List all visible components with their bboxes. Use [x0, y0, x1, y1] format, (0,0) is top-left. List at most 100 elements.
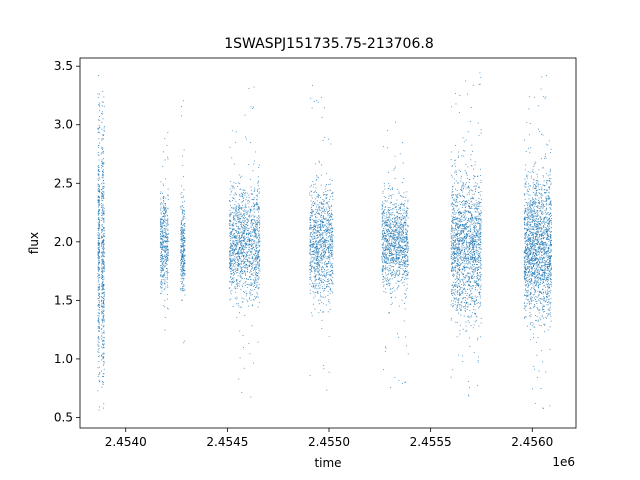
data-point	[181, 209, 183, 211]
data-point	[161, 282, 163, 284]
data-point	[160, 275, 162, 277]
data-point	[254, 295, 256, 297]
data-point	[183, 244, 184, 246]
data-point	[101, 288, 103, 290]
data-point	[103, 264, 105, 266]
data-point	[395, 274, 397, 275]
data-point	[395, 273, 397, 275]
data-point	[473, 285, 474, 287]
data-point	[162, 240, 164, 242]
data-point	[245, 266, 247, 268]
data-point	[399, 210, 401, 211]
data-point	[385, 235, 387, 237]
data-point	[162, 244, 164, 245]
data-point	[164, 252, 166, 253]
data-point	[102, 246, 104, 248]
data-point	[398, 231, 400, 233]
data-point	[240, 214, 242, 215]
data-point	[331, 219, 333, 220]
data-point	[240, 207, 242, 209]
data-point	[399, 234, 401, 236]
data-point	[184, 214, 185, 215]
data-point	[385, 247, 387, 248]
data-point	[184, 289, 186, 291]
data-point	[331, 267, 333, 268]
data-point	[406, 206, 408, 208]
data-point	[455, 180, 457, 182]
data-point	[97, 174, 99, 176]
data-point	[101, 338, 102, 340]
data-point	[324, 264, 326, 266]
data-point	[184, 248, 186, 250]
data-point	[309, 249, 311, 251]
data-point	[97, 298, 99, 300]
data-point	[390, 243, 392, 245]
data-point	[165, 262, 167, 264]
data-point	[387, 206, 389, 208]
data-point	[382, 242, 384, 244]
data-point	[254, 278, 256, 280]
data-point	[103, 228, 105, 229]
data-point	[258, 288, 260, 290]
data-point	[326, 279, 328, 280]
data-point	[243, 213, 245, 215]
data-point	[310, 312, 312, 314]
data-point	[311, 246, 313, 248]
data-point	[317, 253, 319, 255]
data-point	[248, 264, 250, 266]
data-point	[101, 246, 103, 248]
data-point	[311, 285, 312, 287]
data-point	[316, 255, 318, 257]
data-point	[248, 227, 250, 229]
data-point	[97, 197, 99, 198]
data-point	[160, 231, 162, 232]
data-point	[161, 279, 163, 281]
data-point	[250, 245, 252, 247]
data-point	[235, 240, 237, 242]
data-point	[331, 273, 333, 275]
data-point	[103, 106, 105, 108]
data-point	[387, 188, 389, 189]
data-point	[329, 215, 331, 217]
data-point	[381, 212, 383, 214]
data-point	[385, 212, 387, 214]
data-point	[243, 214, 245, 216]
data-point	[239, 247, 240, 248]
data-point	[315, 226, 317, 228]
data-point	[247, 230, 249, 232]
data-point	[103, 221, 105, 223]
data-point	[314, 269, 316, 271]
data-point	[181, 240, 182, 242]
data-point	[99, 119, 101, 121]
data-point	[182, 283, 184, 285]
data-point	[314, 252, 316, 254]
data-point	[312, 229, 314, 231]
data-point	[320, 294, 322, 296]
data-point	[386, 231, 388, 233]
data-point	[319, 226, 321, 228]
data-point	[229, 268, 231, 270]
data-point	[233, 247, 235, 249]
data-point	[400, 216, 402, 218]
data-point	[400, 195, 401, 197]
data-point	[405, 297, 407, 299]
data-point	[166, 144, 168, 146]
data-point	[230, 191, 232, 193]
data-point	[233, 250, 234, 252]
data-point	[384, 238, 386, 240]
data-point	[405, 294, 407, 296]
data-point	[163, 213, 165, 215]
data-point	[97, 152, 99, 153]
data-point	[230, 255, 232, 257]
data-point	[255, 151, 257, 153]
data-point	[98, 264, 100, 266]
data-point	[231, 263, 233, 264]
data-point	[326, 269, 328, 271]
data-point	[324, 218, 326, 220]
data-point	[329, 263, 331, 265]
data-point	[405, 225, 406, 227]
data-point	[167, 251, 169, 253]
data-point	[181, 238, 183, 240]
data-point	[318, 251, 320, 253]
data-point	[399, 153, 401, 155]
